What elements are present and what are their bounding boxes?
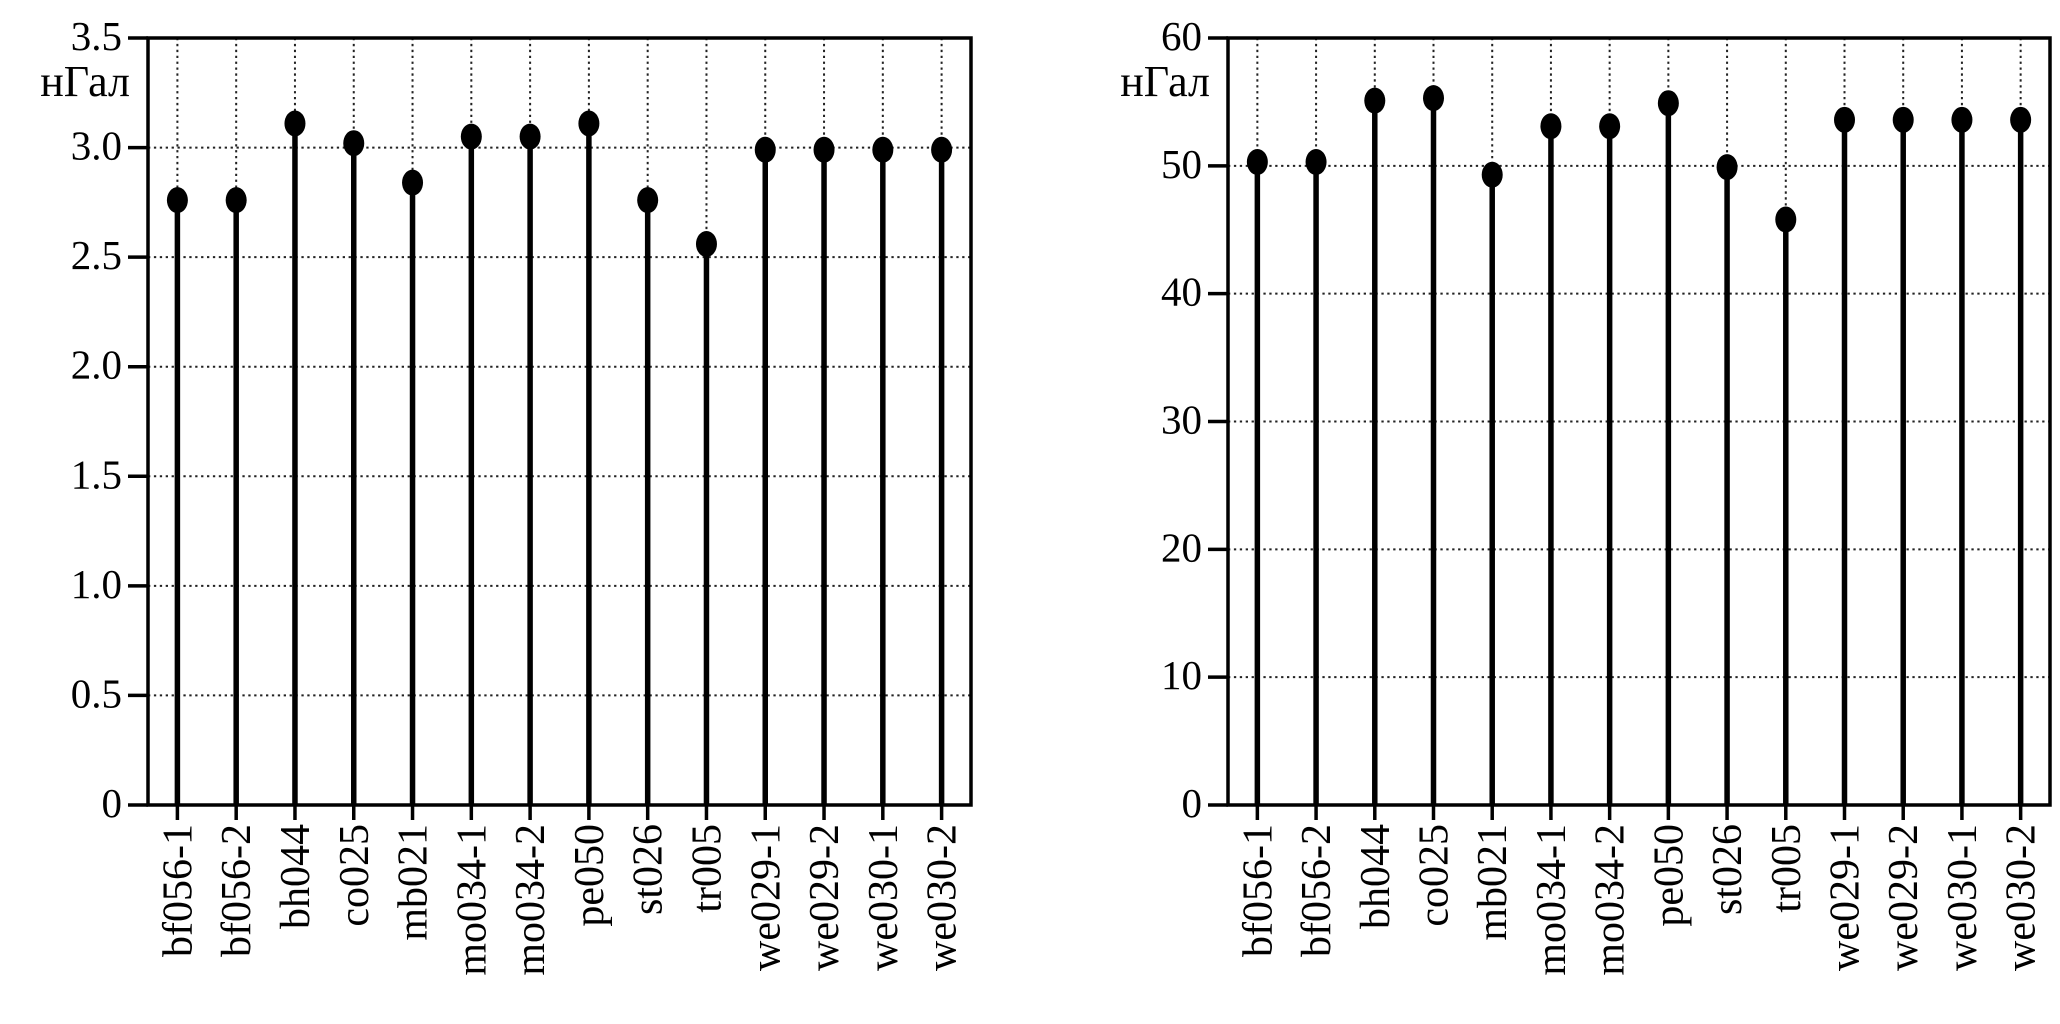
y-tick-label: 3.5: [71, 13, 122, 59]
x-category-label: co025: [1412, 824, 1458, 927]
x-category-label: we029-2: [802, 824, 848, 971]
x-category-label: bh044: [1353, 824, 1399, 929]
y-tick-label: 1.5: [71, 451, 122, 497]
data-point-dot: [872, 136, 894, 163]
x-category-label: pe050: [1646, 824, 1692, 927]
data-point-dot: [1834, 106, 1855, 133]
x-category-label: mo034-1: [449, 824, 495, 976]
data-point-dot: [166, 187, 188, 214]
data-point-dot: [1892, 106, 1914, 133]
x-category-label: mo034-1: [1529, 824, 1575, 976]
y-tick-label: 0: [102, 780, 123, 826]
y-tick-label: 2.5: [71, 232, 122, 278]
x-category-label: we030-2: [920, 824, 966, 971]
data-point-dot: [1246, 148, 1268, 175]
data-point-dot: [402, 169, 424, 196]
y-tick-label: 0.5: [71, 670, 122, 716]
x-category-label: we030-1: [861, 824, 907, 971]
y-tick-label: 0: [1182, 780, 1203, 826]
x-category-label: we030-2: [1999, 824, 2045, 971]
x-category-label: we029-1: [1823, 824, 1869, 971]
data-point-dot: [695, 230, 717, 257]
y-tick-label: 50: [1161, 141, 1202, 187]
data-point-dot: [1716, 154, 1738, 181]
plot-frame: [1226, 36, 2052, 807]
y-tick-label: 30: [1161, 397, 1202, 443]
y-tick-label: 1.0: [71, 561, 122, 607]
data-point-dot: [931, 136, 953, 163]
y-tick-label: 40: [1161, 269, 1202, 315]
data-point-dot: [1423, 85, 1444, 112]
x-category-label: mo034-2: [1588, 824, 1634, 976]
x-category-label: mb021: [391, 824, 437, 941]
x-category-label: mo034-2: [508, 824, 554, 976]
x-category-label: st026: [1705, 824, 1751, 915]
data-point-dot: [637, 187, 659, 214]
data-point-dot: [284, 110, 306, 137]
y-tick-label: 3.0: [71, 123, 122, 169]
x-category-label: st026: [626, 824, 672, 915]
y-tick-label: 2.0: [71, 342, 122, 388]
x-category-label: pe050: [567, 824, 613, 927]
data-point-dot: [754, 136, 776, 163]
plot-frame: [146, 36, 973, 807]
x-category-label: we029-1: [743, 824, 789, 971]
x-category-label: bf056-1: [1235, 824, 1281, 957]
data-point-dot: [1305, 148, 1327, 175]
data-point-dot: [1599, 113, 1621, 140]
y-tick-label: 10: [1161, 652, 1202, 698]
data-point-dot: [1775, 206, 1797, 233]
x-category-label: co025: [332, 824, 378, 927]
y-tick-label: 60: [1161, 13, 1202, 59]
x-category-label: bf056-2: [214, 824, 260, 957]
y-axis-unit-label: нГал: [40, 57, 130, 106]
y-tick-label: 20: [1161, 524, 1202, 570]
x-category-label: mb021: [1470, 824, 1516, 941]
y-axis-unit-label: нГал: [1120, 57, 1210, 106]
data-point-dot: [2010, 106, 2032, 133]
x-category-label: we030-1: [1940, 824, 1986, 971]
x-category-label: bf056-2: [1294, 824, 1340, 957]
data-point-dot: [1951, 106, 1973, 133]
data-point-dot: [225, 187, 247, 214]
data-point-dot: [1481, 161, 1503, 188]
data-point-dot: [1540, 113, 1562, 140]
data-point-dot: [578, 110, 600, 137]
data-point-dot: [343, 130, 365, 157]
data-point-dot: [460, 123, 482, 150]
data-point-dot: [1657, 90, 1679, 117]
x-category-label: bf056-1: [155, 824, 201, 957]
data-point-dot: [519, 123, 541, 150]
data-point-dot: [813, 136, 835, 163]
x-category-label: tr005: [1764, 824, 1810, 913]
x-category-label: bh044: [273, 824, 319, 929]
x-category-label: we029-2: [1881, 824, 1927, 971]
data-point-dot: [1364, 87, 1386, 114]
x-category-label: tr005: [684, 824, 730, 913]
